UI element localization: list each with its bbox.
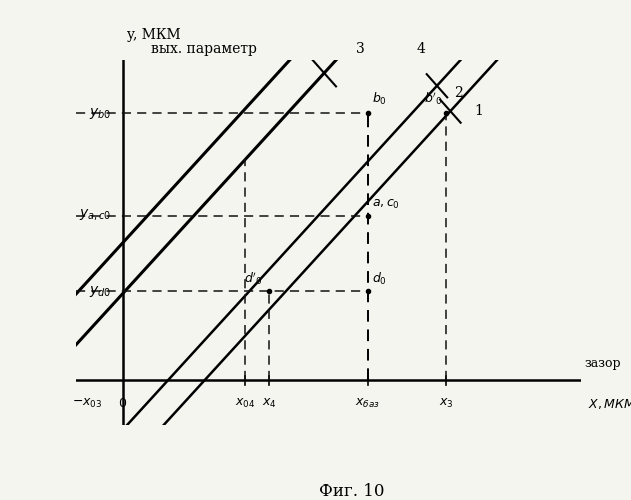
Text: $X,МКМ$: $X,МКМ$ — [588, 396, 631, 410]
Text: $0$: $0$ — [119, 396, 127, 409]
Text: $x_{баз}$: $x_{баз}$ — [355, 396, 380, 409]
Text: $b_0$: $b_0$ — [372, 91, 386, 107]
Text: 3: 3 — [356, 42, 365, 56]
Text: $x_{04}$: $x_{04}$ — [235, 396, 256, 409]
Text: 4: 4 — [416, 42, 425, 56]
Text: Фиг. 10: Фиг. 10 — [319, 483, 384, 500]
Text: $x_4$: $x_4$ — [262, 396, 276, 409]
Text: $d_0$: $d_0$ — [372, 271, 386, 287]
Text: 2: 2 — [454, 86, 463, 100]
Text: 1: 1 — [474, 104, 483, 118]
Text: $b'_0$: $b'_0$ — [423, 90, 442, 107]
Text: $d'_0$: $d'_0$ — [244, 270, 262, 287]
Text: $y_{a,c0}$: $y_{a,c0}$ — [79, 208, 111, 224]
Text: $y_{b0}$: $y_{b0}$ — [89, 106, 111, 121]
Text: $x_3$: $x_3$ — [439, 396, 454, 409]
Text: зазор: зазор — [584, 357, 621, 370]
Text: $y_{d0}$: $y_{d0}$ — [89, 284, 111, 299]
Text: y, МКМ: y, МКМ — [127, 28, 180, 42]
Text: $-x_{03}$: $-x_{03}$ — [73, 396, 103, 409]
Text: вых. параметр: вых. параметр — [151, 42, 257, 56]
Text: $a, c_0$: $a, c_0$ — [372, 198, 399, 211]
